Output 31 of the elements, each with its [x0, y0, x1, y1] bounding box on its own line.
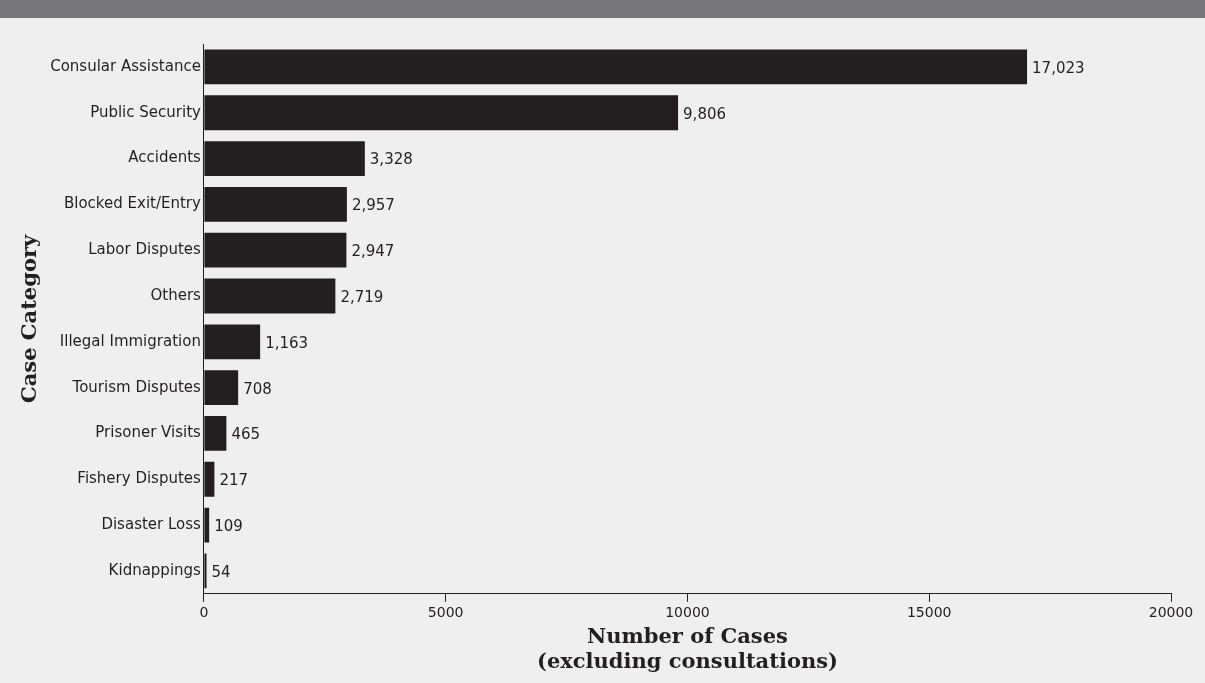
data-label: 1,163 [265, 333, 309, 352]
data-label: 465 [231, 425, 261, 444]
y-tick-label: Disaster Loss [101, 514, 202, 533]
y-tick-label: Tourism Disputes [71, 377, 202, 396]
data-label: 109 [214, 516, 243, 535]
x-tick-label: 5000 [427, 603, 464, 620]
y-tick-label: Others [150, 285, 202, 304]
x-tick-label: 0 [199, 603, 209, 620]
y-tick-label: Labor Disputes [88, 240, 202, 259]
data-label: 17,023 [1032, 58, 1085, 77]
data-label: 2,957 [351, 196, 395, 215]
y-tick-label: Blocked Exit/Entry [63, 194, 202, 213]
y-tick-label: Public Security [90, 102, 202, 121]
y-tick-label: Consular Assistance [50, 56, 201, 75]
data-label: 2,719 [340, 287, 384, 306]
y-tick-label: Accidents [128, 148, 202, 167]
data-label: 2,947 [351, 242, 395, 261]
y-tick-label: Fishery Disputes [77, 469, 202, 488]
x-tick-label: 10000 [665, 603, 710, 620]
y-tick-label: Kidnappings [108, 560, 202, 579]
data-label: 9,806 [683, 104, 727, 123]
x-tick-label: 20000 [1148, 603, 1194, 620]
x-axis-title: Number of Cases (excluding consultations) [536, 622, 838, 673]
y-axis-title: Case Category [16, 234, 42, 403]
x-tick-label: 15000 [906, 603, 952, 620]
data-label: 3,328 [369, 150, 413, 169]
data-label: 217 [219, 471, 249, 490]
y-tick-label: Illegal Immigration [59, 331, 201, 350]
data-label: 708 [243, 379, 272, 398]
data-label: 54 [211, 562, 231, 581]
y-tick-label: Prisoner Visits [95, 423, 202, 442]
